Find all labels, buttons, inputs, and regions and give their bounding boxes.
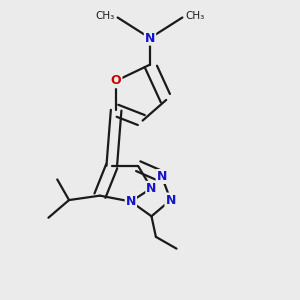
Text: N: N [145, 32, 155, 45]
Text: O: O [111, 74, 122, 87]
Text: N: N [126, 195, 136, 208]
Text: N: N [146, 182, 157, 195]
Text: CH₃: CH₃ [95, 11, 115, 21]
Text: N: N [165, 194, 176, 207]
Text: CH₃: CH₃ [185, 11, 205, 21]
Text: N: N [157, 170, 167, 183]
